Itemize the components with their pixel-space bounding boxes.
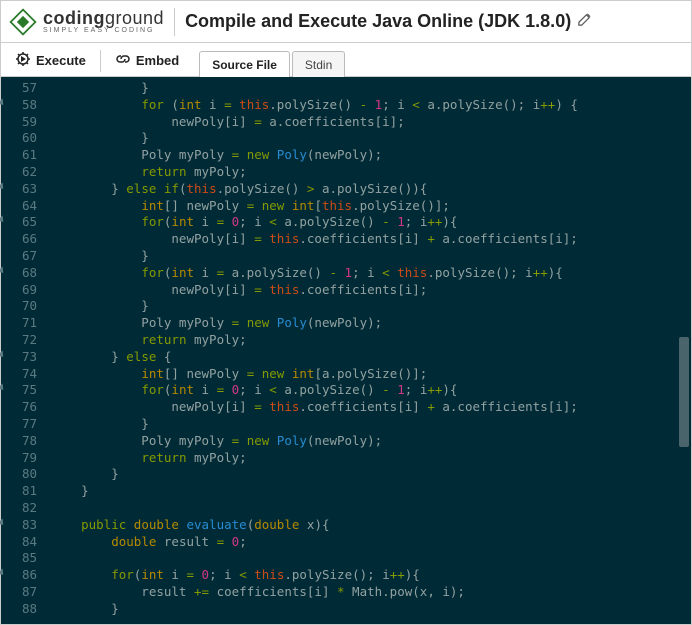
fold-icon[interactable] [0, 266, 6, 275]
code-line[interactable]: } [51, 483, 691, 500]
code-line[interactable]: for (int i = this.polySize() - 1; i < a.… [51, 97, 691, 114]
line-number: 85 [1, 550, 37, 567]
line-number: 76 [1, 399, 37, 416]
code-line[interactable] [51, 550, 691, 567]
tab-source-file[interactable]: Source File [199, 51, 290, 77]
toolbar: Execute Embed Source File Stdin [1, 43, 691, 77]
divider [174, 8, 175, 36]
line-number: 68 [1, 265, 37, 282]
line-number: 86 [1, 567, 37, 584]
code-line[interactable]: } [51, 298, 691, 315]
gear-icon [15, 51, 31, 70]
fold-icon[interactable] [0, 569, 6, 578]
line-number: 77 [1, 416, 37, 433]
code-line[interactable]: } else if(this.polySize() > a.polySize()… [51, 181, 691, 198]
line-number: 60 [1, 130, 37, 147]
embed-button[interactable]: Embed [109, 47, 185, 74]
edit-icon[interactable] [577, 11, 592, 32]
code-area[interactable]: } for (int i = this.polySize() - 1; i < … [43, 77, 691, 624]
line-number: 65 [1, 214, 37, 231]
logo-text: codingground SIMPLY EASY CODING [43, 9, 164, 34]
code-editor[interactable]: 5758596061626364656667686970717273747576… [1, 77, 691, 624]
code-line[interactable]: } [51, 601, 691, 618]
line-number: 78 [1, 433, 37, 450]
line-number: 67 [1, 248, 37, 265]
code-line[interactable]: newPoly[i] = this.coefficients[i]; [51, 282, 691, 299]
line-number: 83 [1, 517, 37, 534]
page-title: Compile and Execute Java Online (JDK 1.8… [185, 11, 592, 32]
line-number: 69 [1, 282, 37, 299]
logo-icon [9, 8, 37, 36]
line-number: 66 [1, 231, 37, 248]
code-line[interactable]: double result = 0; [51, 534, 691, 551]
code-line[interactable]: result += coefficients[i] * Math.pow(x, … [51, 584, 691, 601]
link-icon [115, 51, 131, 70]
tab-stdin[interactable]: Stdin [292, 51, 345, 77]
line-number: 62 [1, 164, 37, 181]
logo[interactable]: codingground SIMPLY EASY CODING [9, 8, 164, 36]
line-number: 59 [1, 114, 37, 131]
line-number: 63 [1, 181, 37, 198]
line-number: 71 [1, 315, 37, 332]
divider [100, 50, 101, 72]
fold-icon[interactable] [0, 350, 6, 359]
code-line[interactable]: } [51, 416, 691, 433]
fold-icon[interactable] [0, 182, 6, 191]
code-line[interactable]: return myPoly; [51, 332, 691, 349]
code-line[interactable]: newPoly[i] = this.coefficients[i] + a.co… [51, 399, 691, 416]
fold-icon[interactable] [0, 384, 6, 393]
code-line[interactable]: Poly myPoly = new Poly(newPoly); [51, 433, 691, 450]
line-number: 58 [1, 97, 37, 114]
code-line[interactable]: public double evaluate(double x){ [51, 517, 691, 534]
code-line[interactable] [51, 500, 691, 517]
code-line[interactable]: return myPoly; [51, 164, 691, 181]
line-number: 88 [1, 601, 37, 618]
scrollbar[interactable] [677, 77, 689, 624]
scroll-thumb[interactable] [679, 337, 689, 447]
line-number: 82 [1, 500, 37, 517]
code-line[interactable]: } [51, 248, 691, 265]
code-line[interactable]: newPoly[i] = a.coefficients[i]; [51, 114, 691, 131]
line-number: 74 [1, 366, 37, 383]
code-line[interactable]: Poly myPoly = new Poly(newPoly); [51, 147, 691, 164]
line-number: 80 [1, 466, 37, 483]
code-line[interactable]: int[] newPoly = new int[a.polySize()]; [51, 366, 691, 383]
line-number: 64 [1, 198, 37, 215]
line-number: 79 [1, 450, 37, 467]
line-gutter: 5758596061626364656667686970717273747576… [1, 77, 43, 624]
line-number: 75 [1, 382, 37, 399]
line-number: 81 [1, 483, 37, 500]
code-line[interactable]: return myPoly; [51, 450, 691, 467]
code-line[interactable]: int[] newPoly = new int[this.polySize()]… [51, 198, 691, 215]
code-line[interactable]: for(int i = 0; i < this.polySize(); i++)… [51, 567, 691, 584]
execute-button[interactable]: Execute [9, 47, 92, 74]
code-line[interactable]: Poly myPoly = new Poly(newPoly); [51, 315, 691, 332]
code-line[interactable]: } [51, 130, 691, 147]
line-number: 84 [1, 534, 37, 551]
editor-tabs: Source File Stdin [199, 45, 347, 76]
line-number: 70 [1, 298, 37, 315]
line-number: 87 [1, 584, 37, 601]
line-number: 72 [1, 332, 37, 349]
code-line[interactable]: } [51, 80, 691, 97]
header: codingground SIMPLY EASY CODING Compile … [1, 1, 691, 43]
line-number: 73 [1, 349, 37, 366]
line-number: 61 [1, 147, 37, 164]
fold-icon[interactable] [0, 98, 6, 107]
code-line[interactable]: newPoly[i] = this.coefficients[i] + a.co… [51, 231, 691, 248]
fold-icon[interactable] [0, 216, 6, 225]
fold-icon[interactable] [0, 518, 6, 527]
code-line[interactable]: for(int i = 0; i < a.polySize() - 1; i++… [51, 382, 691, 399]
code-line[interactable]: } [51, 466, 691, 483]
code-line[interactable]: for(int i = a.polySize() - 1; i < this.p… [51, 265, 691, 282]
line-number: 57 [1, 80, 37, 97]
code-line[interactable]: } else { [51, 349, 691, 366]
code-line[interactable]: for(int i = 0; i < a.polySize() - 1; i++… [51, 214, 691, 231]
